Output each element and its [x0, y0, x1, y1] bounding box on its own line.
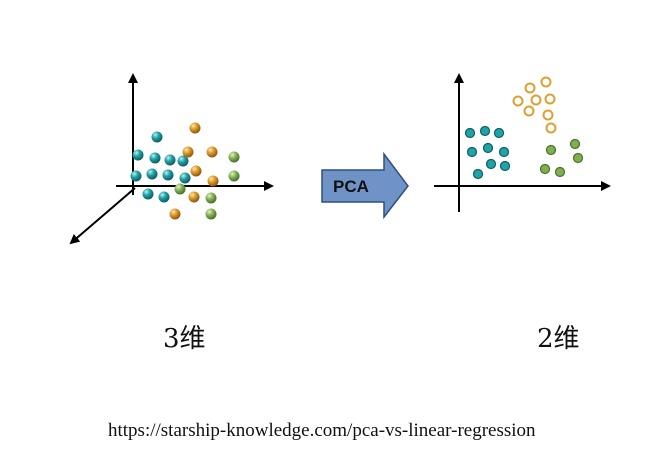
dot-point	[482, 142, 494, 154]
sphere-point	[179, 172, 191, 184]
axis-3d-depth	[69, 187, 136, 245]
sphere-point	[189, 122, 201, 134]
dot-point	[524, 82, 536, 94]
sphere-point	[206, 146, 218, 158]
dot-point	[530, 94, 542, 106]
dot-point	[499, 160, 511, 172]
sphere-point	[188, 191, 200, 203]
pca-arrow: PCA	[321, 151, 409, 220]
sphere-point	[158, 191, 170, 203]
dot-point	[544, 93, 556, 105]
dot-point	[512, 95, 524, 107]
sphere-point	[132, 149, 144, 161]
label-3d: 3维	[163, 324, 206, 354]
dot-point	[472, 168, 484, 180]
sphere-point	[151, 131, 163, 143]
sphere-point	[164, 154, 176, 166]
pca-arrow-label: PCA	[333, 177, 369, 196]
sphere-point	[169, 208, 181, 220]
dot-point	[545, 122, 557, 134]
sphere-point	[205, 192, 217, 204]
axes-2d	[434, 73, 611, 212]
dot-point	[479, 125, 491, 137]
sphere-point	[142, 188, 154, 200]
dot-point	[545, 144, 557, 156]
sphere-point	[177, 155, 189, 167]
points-2d	[464, 76, 584, 180]
sphere-point	[228, 170, 240, 182]
dot-point	[539, 163, 551, 175]
dot-point	[569, 138, 581, 150]
sphere-point	[207, 175, 219, 187]
points-3d	[130, 122, 240, 220]
sphere-point	[162, 169, 174, 181]
label-2d: 2维	[537, 324, 580, 354]
source-url: https://starship-knowledge.com/pca-vs-li…	[108, 420, 536, 441]
sphere-point	[130, 170, 142, 182]
sphere-point	[149, 152, 161, 164]
dot-point	[542, 109, 554, 121]
dot-point	[464, 127, 476, 139]
dot-point	[493, 127, 505, 139]
sphere-point	[190, 165, 202, 177]
sphere-point	[146, 168, 158, 180]
sphere-point	[228, 151, 240, 163]
dot-point	[523, 105, 535, 117]
sphere-point	[182, 146, 194, 158]
dot-point	[466, 146, 478, 158]
sphere-point	[174, 183, 186, 195]
pca-arrow-shape	[321, 151, 409, 220]
dot-point	[540, 76, 552, 88]
dot-point	[485, 158, 497, 170]
dot-point	[498, 146, 510, 158]
dot-point	[554, 166, 566, 178]
dot-point	[572, 152, 584, 164]
sphere-point	[205, 208, 217, 220]
